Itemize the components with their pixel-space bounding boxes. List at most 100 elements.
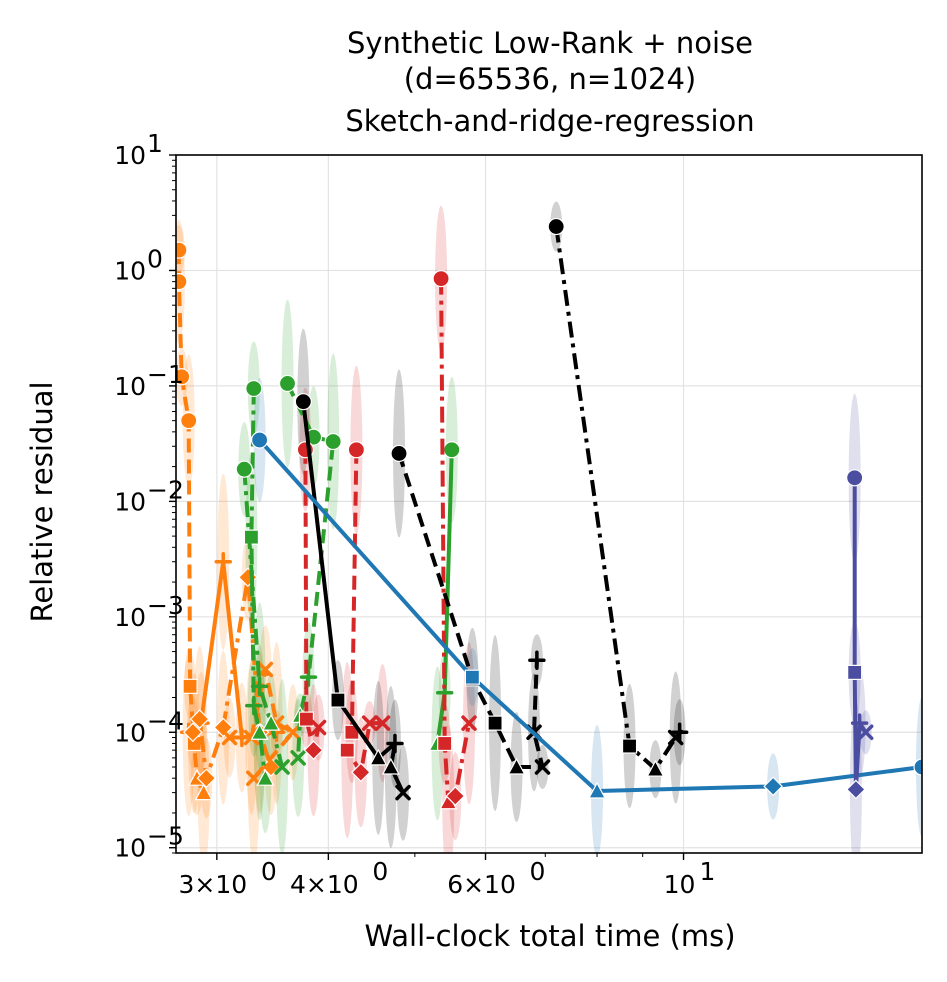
- y-tick-label: 10: [114, 487, 146, 516]
- x-tick-label-exponent: 0: [372, 857, 388, 886]
- data-point-diamond: [351, 762, 371, 783]
- data-point-square: [182, 678, 198, 694]
- data-point-x: [361, 715, 378, 731]
- data-point-circle: [180, 412, 198, 430]
- x-axis-ticks: 3×10 0 4×10 0 6×10 0 10 1: [179, 853, 716, 899]
- data-point-triangle: [588, 781, 607, 799]
- data-point-circle: [846, 469, 864, 487]
- y-tick-label: 10: [114, 834, 146, 863]
- y-tick-label-exponent: −1: [147, 360, 184, 389]
- x-tick-label: 6×10: [447, 870, 516, 899]
- x-tick-label-exponent: 1: [700, 857, 716, 886]
- data-point-square: [298, 711, 315, 727]
- data-point-circle: [294, 393, 312, 411]
- series-green-dashdot-b: [235, 460, 290, 775]
- x-tick-label-exponent: 0: [261, 857, 277, 886]
- data-point-triangle: [256, 768, 275, 786]
- data-point-circle: [390, 444, 408, 463]
- data-point-triangle: [369, 748, 388, 766]
- data-point-square: [847, 664, 863, 681]
- data-point-plus: [245, 695, 263, 716]
- data-point-square: [339, 742, 355, 758]
- data-point-triangle: [194, 783, 213, 801]
- data-point-circle: [432, 270, 450, 288]
- data-point-triangle: [262, 713, 281, 731]
- data-point-plus: [299, 667, 318, 687]
- data-point-x: [534, 759, 551, 775]
- data-point-triangle: [250, 722, 269, 740]
- data-point-circle: [324, 432, 342, 451]
- y-tick-label-exponent: −2: [147, 475, 184, 504]
- data-point-circle: [176, 273, 188, 291]
- series-black-solid: [294, 393, 411, 801]
- data-point-diamond: [196, 768, 217, 789]
- series-line: [303, 449, 321, 753]
- x-axis-label: Wall-clock total time (ms): [364, 919, 735, 953]
- data-point-diamond: [303, 740, 324, 760]
- title-line-2: (d=65536, n=1024): [404, 62, 697, 96]
- series-line: [229, 667, 295, 780]
- data-point-circle: [176, 241, 188, 259]
- series-red-dashed-b: [339, 441, 391, 783]
- data-point-plus: [528, 650, 546, 671]
- y-tick-label-exponent: 0: [147, 244, 163, 273]
- series-red-dashdot: [432, 270, 477, 810]
- data-point-diamond: [445, 786, 466, 806]
- y-tick-label-exponent: −3: [147, 591, 184, 620]
- series-black-dashdot: [547, 217, 689, 777]
- data-point-x: [257, 661, 274, 678]
- title-line-1: Synthetic Low-Rank + noise: [347, 26, 753, 60]
- data-point-square: [621, 738, 638, 754]
- data-point-diamond: [763, 776, 783, 797]
- y-tick-label: 10: [114, 372, 146, 401]
- data-point-plus: [214, 551, 232, 572]
- y-tick-label-exponent: −4: [147, 706, 184, 735]
- series-group: [176, 217, 922, 810]
- data-point-x: [246, 770, 262, 786]
- data-point-square: [330, 692, 346, 708]
- y-tick-label: 10: [114, 718, 146, 747]
- data-point-x: [290, 750, 306, 766]
- chart-title: Synthetic Low-Rank + noise (d=65536, n=1…: [345, 26, 754, 138]
- data-point-square: [464, 669, 480, 685]
- x-tick-label: 10: [664, 870, 696, 899]
- data-point-plus: [250, 676, 269, 697]
- plot-frame: [175, 154, 923, 854]
- y-tick-label-exponent: 1: [147, 129, 163, 158]
- data-point-square: [437, 735, 453, 752]
- series-blue-solid: [251, 431, 922, 799]
- data-point-plus: [386, 733, 404, 754]
- title-line-3: Sketch-and-ridge-regression: [345, 104, 754, 138]
- data-point-diamond: [189, 709, 210, 729]
- x-tick-label-exponent: 0: [530, 857, 546, 886]
- data-point-circle: [245, 379, 263, 398]
- data-point-diamond: [183, 722, 203, 743]
- data-point-plus: [670, 722, 689, 743]
- y-tick-label: 10: [114, 141, 146, 170]
- data-point-circle: [235, 460, 253, 478]
- data-point-x: [285, 724, 301, 741]
- x-tick-label: 4×10: [290, 870, 359, 899]
- uncertainty-band: [442, 724, 455, 853]
- y-tick-label: 10: [114, 256, 146, 285]
- y-axis-label: Relative residual: [25, 381, 59, 622]
- y-tick-label-exponent: −5: [147, 822, 184, 851]
- x-tick-label: 3×10: [179, 870, 248, 899]
- data-point-triangle: [381, 757, 400, 775]
- series-line: [554, 226, 682, 772]
- data-point-circle: [176, 368, 191, 386]
- data-point-circle: [347, 441, 365, 459]
- data-point-x: [374, 715, 391, 731]
- data-point-x: [221, 729, 238, 746]
- data-point-circle: [278, 374, 297, 393]
- data-point-circle: [913, 758, 922, 776]
- series-line: [249, 388, 268, 779]
- series-line: [176, 250, 206, 794]
- data-point-x: [857, 724, 874, 741]
- data-point-x: [395, 784, 411, 801]
- data-point-x: [310, 719, 327, 736]
- data-point-square: [487, 715, 503, 731]
- series-line: [242, 469, 285, 768]
